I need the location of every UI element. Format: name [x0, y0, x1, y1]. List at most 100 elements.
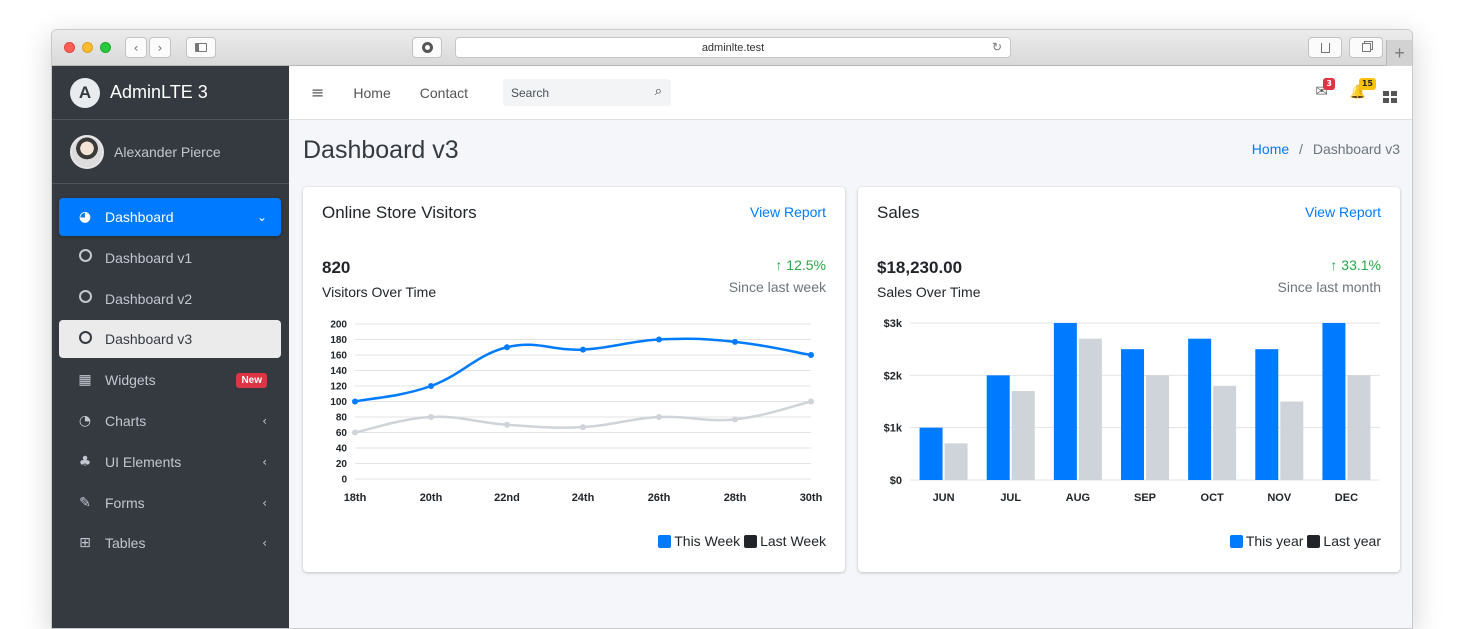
page-title: Dashboard v3 [303, 136, 459, 164]
tree-icon: ♣ [78, 453, 92, 470]
sales-legend: This year Last year [1226, 533, 1381, 549]
sidebar-item-widgets[interactable]: ▦ Widgets New [59, 361, 281, 399]
circle-icon [75, 290, 95, 307]
reload-icon[interactable]: ↻ [991, 40, 1002, 54]
browser-window: ‹ › adminlte.test ↻ + A AdminLTE 3 Alexa… [51, 29, 1413, 629]
bar-last-year [1011, 391, 1035, 480]
messages-button[interactable]: ✉ 3 [1315, 78, 1335, 100]
chevron-left-icon: ‹ [262, 536, 267, 551]
user-name: Alexander Pierce [114, 143, 221, 160]
sales-bar-chart: $0 $1k $2k $3k JUN JUL AUG SEP OCT NOV DEC [884, 318, 1380, 504]
sidebar-item-label: Charts [105, 412, 147, 429]
bar-last-year [1280, 401, 1304, 480]
sidebar-item-dashboard-v3[interactable]: Dashboard v3 [59, 320, 281, 359]
forward-button[interactable]: › [149, 37, 171, 58]
sidebar-item-label: Widgets [105, 372, 156, 389]
sidebar-item-forms[interactable]: ✎ Forms ‹ [59, 484, 281, 522]
y-tick-label: 20 [336, 459, 348, 470]
share-button[interactable] [1308, 37, 1342, 58]
x-tick-label: NOV [1267, 492, 1292, 504]
content-wrapper: Dashboard v3 Home / Dashboard v3 Online … [289, 120, 1412, 628]
legend-label: Last Week [760, 533, 826, 549]
sidebar-item-label: Dashboard v2 [105, 290, 193, 307]
visitors-change-label: Since last week [728, 279, 826, 295]
bar-last-year [1146, 375, 1169, 480]
y-tick-label: $0 [890, 475, 902, 487]
y-tick-label: 60 [336, 428, 348, 439]
maximize-window-button[interactable] [100, 42, 111, 53]
th-large-icon [1383, 91, 1397, 103]
sidebar-item-tables[interactable]: ⊞ Tables ‹ [59, 524, 281, 562]
sidebar-item-charts[interactable]: ◔ Charts ‹ [59, 402, 281, 440]
notifications-button[interactable]: 🔔 15 [1350, 78, 1376, 100]
sales-total: $18,230.00 [877, 258, 963, 277]
legend-item: Last Week [744, 533, 826, 549]
browser-titlebar: ‹ › adminlte.test ↻ + [52, 30, 1412, 66]
data-point [732, 338, 738, 345]
share-icon [1320, 42, 1330, 53]
chevron-left-icon: ‹ [262, 413, 267, 428]
y-tick-label: 100 [330, 397, 347, 408]
sidebar-item-ui-elements[interactable]: ♣ UI Elements ‹ [59, 443, 281, 481]
pie-chart-icon: ◔ [78, 412, 92, 429]
data-point [732, 416, 738, 423]
search-input[interactable]: Search ⌕ [503, 79, 671, 106]
x-tick-label: OCT [1201, 492, 1225, 504]
close-window-button[interactable] [64, 42, 75, 53]
y-tick-label: 180 [330, 335, 347, 346]
back-button[interactable]: ‹ [125, 37, 147, 58]
nav-contact-link[interactable]: Contact [419, 84, 469, 101]
nav-home-link[interactable]: Home [353, 84, 391, 101]
y-tick-label: $3k [884, 318, 903, 330]
legend-item: This Week [658, 533, 740, 549]
tabs-button[interactable] [1349, 37, 1383, 58]
address-bar[interactable]: adminlte.test ↻ [455, 37, 1011, 58]
breadcrumb-current: Dashboard v3 [1312, 141, 1400, 157]
legend-label: This Week [674, 533, 741, 549]
sales-card: Sales View Report $18,230.00 Sales Over … [858, 187, 1400, 572]
table-icon: ⊞ [79, 535, 91, 552]
sidebar-toggle-button[interactable] [186, 37, 216, 58]
data-point [428, 383, 434, 389]
sidebar: A AdminLTE 3 Alexander Pierce ◕ Dashboard… [52, 66, 289, 628]
data-point [352, 429, 358, 436]
data-point [808, 352, 814, 358]
new-tab-button[interactable]: + [1386, 40, 1412, 66]
url-text: adminlte.test [701, 41, 765, 54]
bar-this-year [1188, 338, 1212, 480]
sidebar-item-dashboard[interactable]: ◕ Dashboard ⌄ [59, 198, 281, 236]
card-title: Online Store Visitors [322, 203, 477, 222]
opera-button[interactable] [412, 37, 442, 58]
brand-link[interactable]: A AdminLTE 3 [52, 66, 289, 120]
x-tick-label: 24th [572, 492, 595, 504]
data-point [428, 414, 434, 420]
view-report-link[interactable]: View Report [1304, 204, 1381, 220]
breadcrumb-home-link[interactable]: Home [1251, 141, 1290, 157]
notifications-badge: 15 [1358, 78, 1376, 90]
circle-icon [75, 249, 95, 266]
visitors-card: Online Store Visitors View Report 820 Vi… [303, 187, 845, 572]
y-tick-label: $2k [884, 370, 903, 382]
search-icon[interactable]: ⌕ [654, 84, 662, 99]
x-tick-label: JUL [1000, 492, 1021, 504]
chevron-left-icon: ‹ [262, 454, 267, 469]
sidebar-item-dashboard-v2[interactable]: Dashboard v2 [59, 280, 281, 318]
circle-icon [75, 330, 95, 348]
minimize-window-button[interactable] [82, 42, 93, 53]
bar-last-year [1078, 338, 1102, 480]
sidebar-icon [195, 43, 207, 52]
apps-button[interactable] [1383, 82, 1397, 103]
visitors-line-chart: 0 20 40 60 80 100 120 140 160 180 200 18th 20th 22nd 2… [330, 320, 822, 505]
avatar [70, 134, 104, 169]
sales-change-label: Since last month [1277, 279, 1382, 295]
y-tick-label: 120 [330, 382, 347, 393]
user-panel[interactable]: Alexander Pierce [52, 120, 289, 184]
menu-icon[interactable]: ≡ [311, 83, 325, 102]
y-tick-label: 200 [330, 320, 347, 331]
view-report-link[interactable]: View Report [749, 204, 826, 220]
bar-last-year [1347, 375, 1371, 480]
bar-last-year [1213, 385, 1237, 480]
sidebar-item-dashboard-v1[interactable]: Dashboard v1 [59, 239, 281, 277]
bar-this-year [986, 375, 1010, 480]
legend-swatch [1307, 534, 1321, 548]
